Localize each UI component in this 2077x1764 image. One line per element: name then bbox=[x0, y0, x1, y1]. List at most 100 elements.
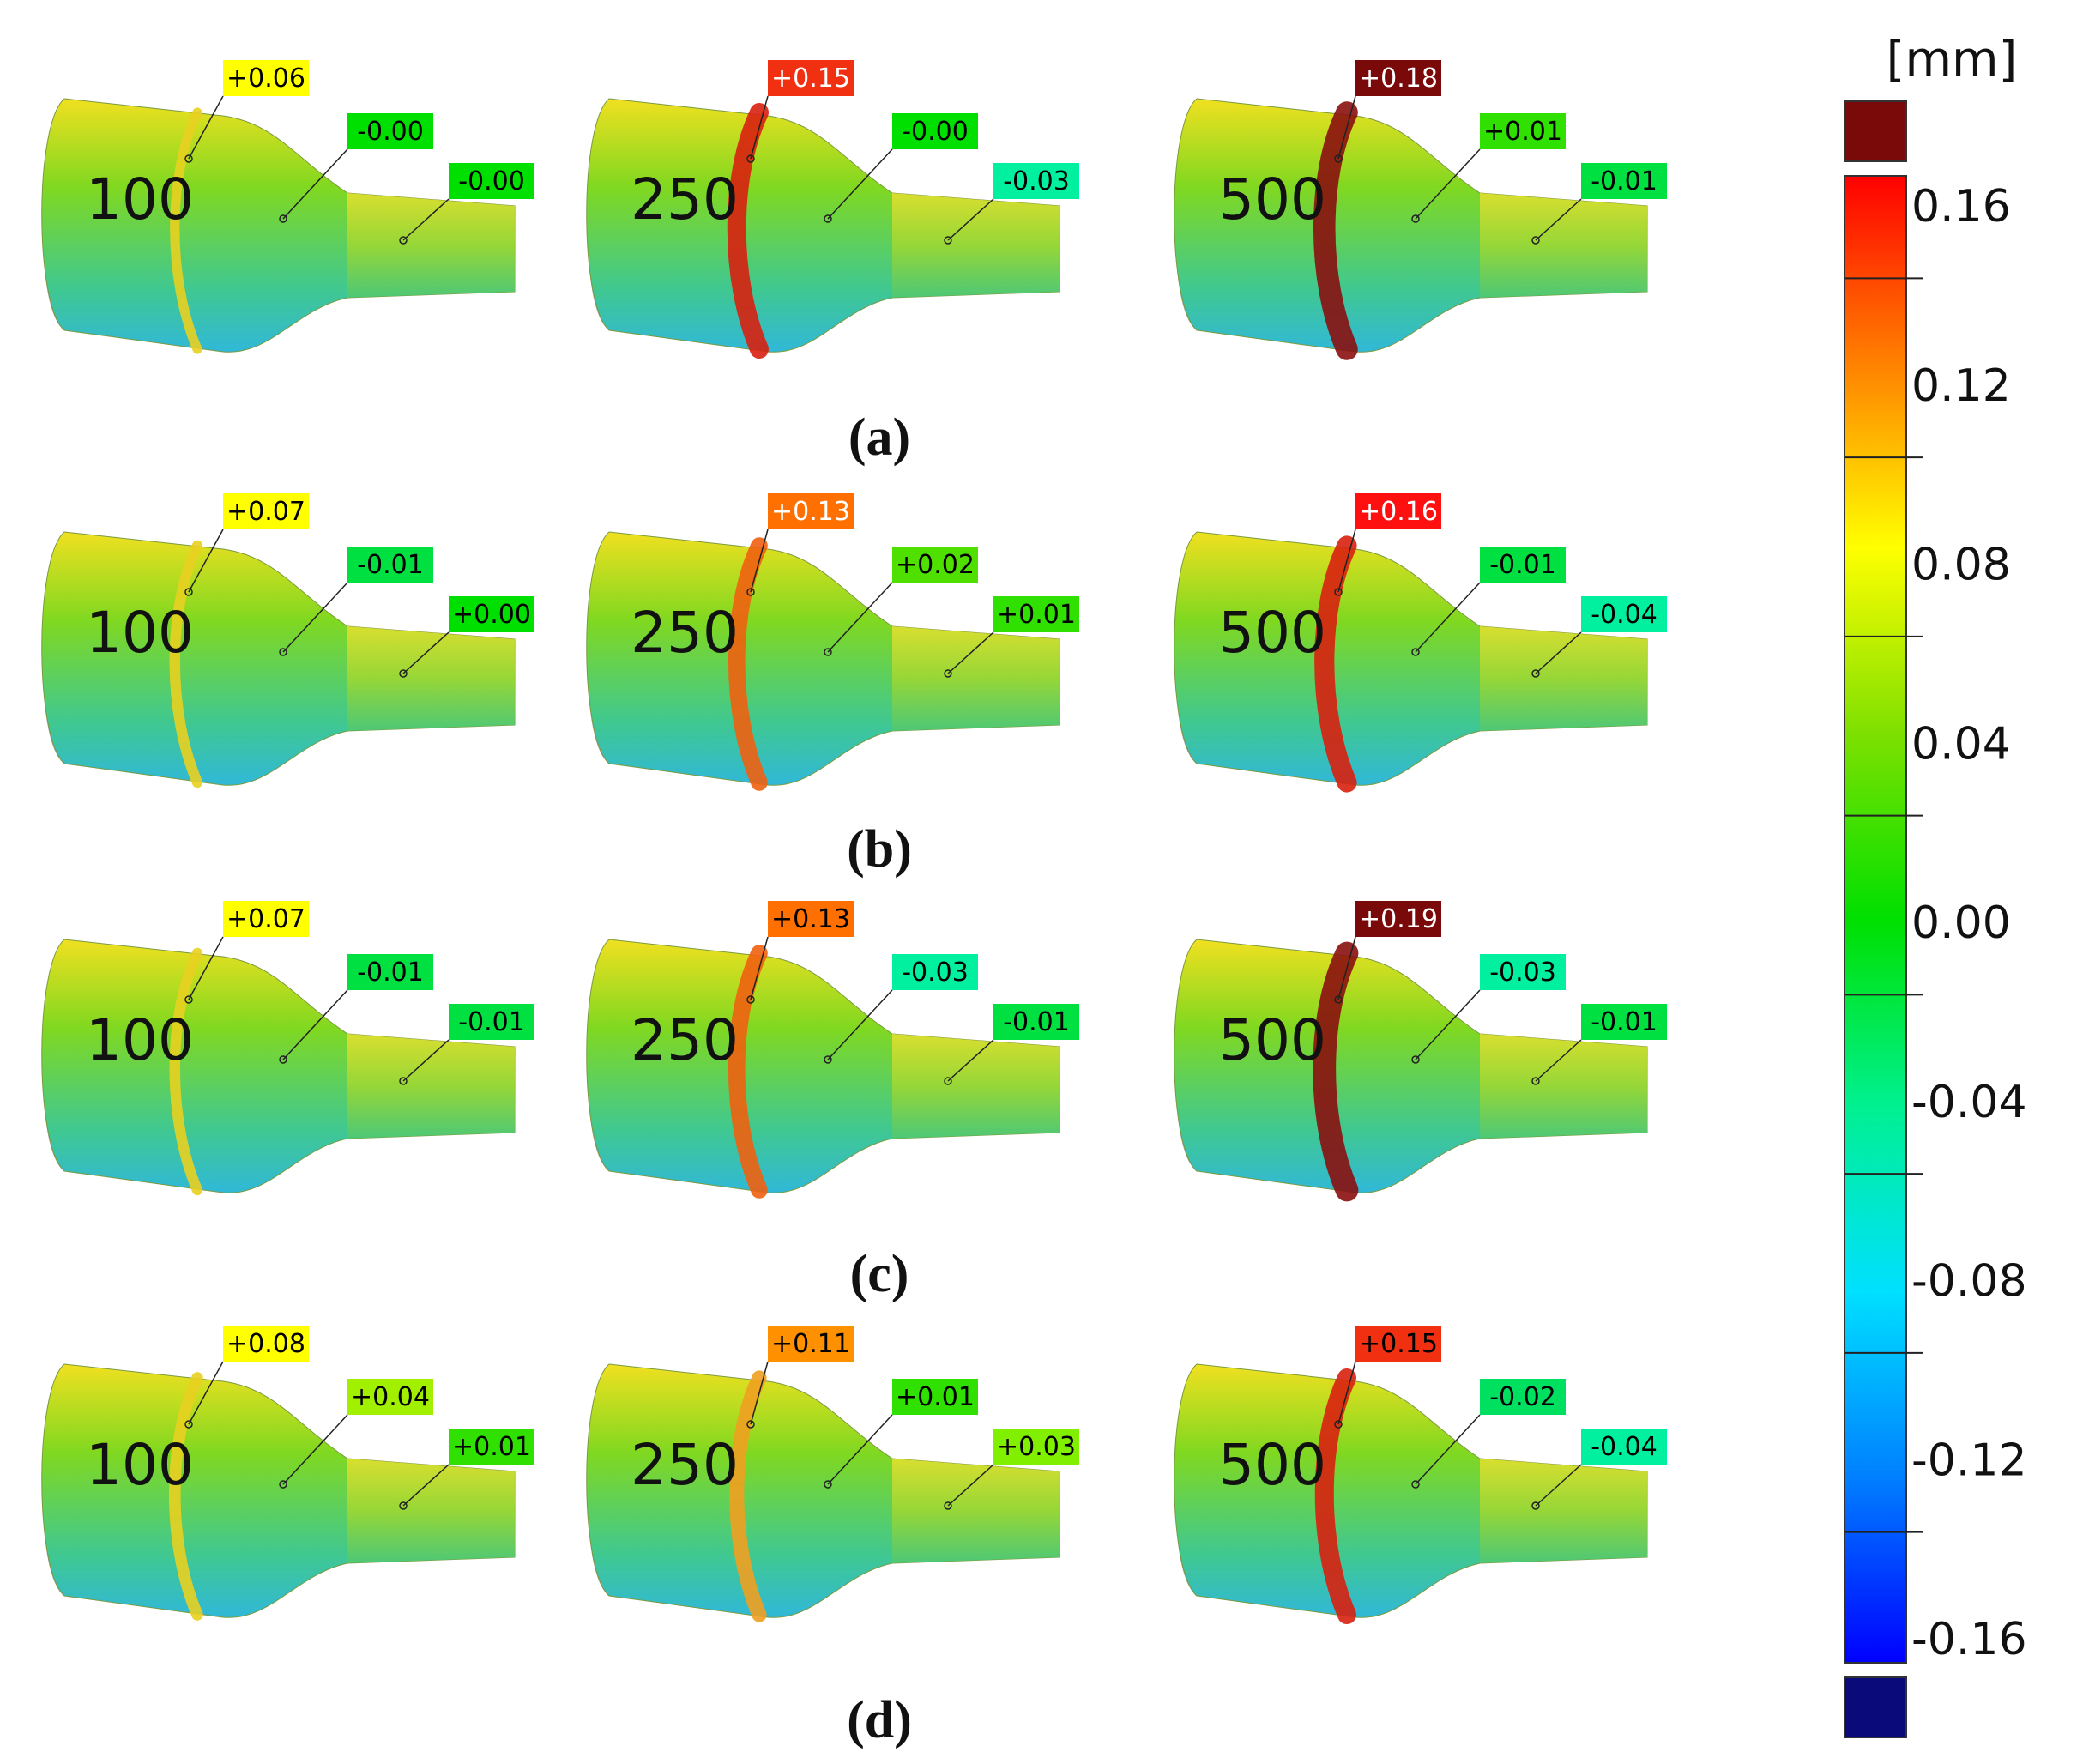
annotation-leader bbox=[402, 631, 450, 674]
annotation-tag bbox=[993, 163, 1079, 199]
annotation-leader bbox=[402, 198, 450, 241]
annotation-leader bbox=[1535, 1039, 1582, 1082]
annotation-marker bbox=[279, 648, 287, 656]
annotation-tag bbox=[223, 901, 309, 937]
colorbar-over-swatch bbox=[1844, 100, 1907, 162]
annotation-value: +0.07 bbox=[226, 497, 305, 527]
annotation-tag bbox=[993, 1004, 1079, 1040]
annotation-value: -0.01 bbox=[357, 958, 424, 988]
annotation-value: +0.04 bbox=[351, 1382, 430, 1412]
annotation-leader bbox=[1535, 631, 1582, 674]
row-label: (d) bbox=[847, 1691, 912, 1749]
annotation-value: +0.16 bbox=[1359, 497, 1438, 527]
deviation-band bbox=[728, 537, 768, 791]
load-label: 500 bbox=[1218, 1007, 1326, 1073]
load-label: 100 bbox=[86, 166, 194, 233]
colorbar: [mm] 0.16 0.12 0.08 0.04 0.00 -0.04 -0.08 -0.12 -… bbox=[1844, 32, 2027, 1738]
annotation-marker bbox=[746, 154, 755, 163]
load-label: 500 bbox=[1218, 1432, 1326, 1498]
annotation-marker bbox=[279, 214, 287, 223]
annotation-value: -0.03 bbox=[902, 958, 969, 988]
annotation-marker bbox=[944, 236, 952, 245]
annotation-tag bbox=[449, 1004, 534, 1040]
annotation-value: -0.00 bbox=[902, 117, 969, 147]
annotation-leader bbox=[1337, 529, 1356, 593]
annotation-value: +0.18 bbox=[1359, 63, 1438, 94]
annotation-marker bbox=[746, 995, 755, 1004]
colorbar-tick-label: 0.08 bbox=[1911, 540, 2011, 591]
deviation-band bbox=[170, 107, 202, 354]
load-label: 250 bbox=[631, 166, 739, 233]
annotation-tag bbox=[1581, 1004, 1667, 1040]
specimen-shaft bbox=[1480, 1459, 1647, 1563]
annotation-marker bbox=[944, 1501, 952, 1510]
annotation-tag bbox=[449, 1429, 534, 1465]
annotation-value: -0.04 bbox=[1591, 1432, 1657, 1462]
annotation-leader bbox=[827, 148, 893, 220]
specimen-shaft bbox=[347, 1034, 515, 1139]
annotation-leader bbox=[1337, 936, 1356, 1000]
deviation-band bbox=[1313, 941, 1359, 1202]
specimen-100: 100 +0.08 +0.04 +0.01 bbox=[41, 1326, 534, 1621]
annotation-tag bbox=[1581, 596, 1667, 632]
specimen-250: 250 +0.15 -0.00 -0.03 bbox=[586, 60, 1079, 359]
annotation-marker bbox=[279, 1055, 287, 1064]
colorbar-tick-label: 0.00 bbox=[1911, 897, 2011, 949]
annotation-tag bbox=[1480, 1379, 1566, 1415]
annotation-leader bbox=[282, 582, 348, 653]
annotation-tag bbox=[1581, 163, 1667, 199]
annotation-value: +0.01 bbox=[1483, 117, 1562, 147]
annotation-value: +0.02 bbox=[896, 550, 975, 580]
colorbar-tick-label: -0.04 bbox=[1911, 1077, 2027, 1128]
annotation-marker bbox=[1411, 1480, 1420, 1489]
annotation-leader bbox=[827, 1414, 893, 1485]
annotation-value: +0.07 bbox=[226, 904, 305, 934]
annotation-leader bbox=[750, 95, 769, 160]
annotation-leader bbox=[1535, 198, 1582, 241]
annotation-marker bbox=[1531, 1077, 1540, 1085]
annotation-tag bbox=[347, 1379, 433, 1415]
annotation-value: -0.01 bbox=[1591, 1007, 1657, 1037]
specimen-100: 100 +0.06 -0.00 -0.00 bbox=[41, 60, 534, 354]
load-label: 250 bbox=[631, 600, 739, 666]
colorbar-tick-label: 0.16 bbox=[1911, 181, 2011, 233]
annotation-marker bbox=[1411, 214, 1420, 223]
specimen-shaft bbox=[892, 1459, 1060, 1563]
annotation-tag bbox=[347, 547, 433, 583]
deviation-band bbox=[168, 1372, 203, 1621]
annotation-value: -0.03 bbox=[1003, 166, 1070, 196]
specimen-shaft bbox=[347, 1459, 515, 1563]
annotation-marker bbox=[824, 1055, 832, 1064]
annotation-leader bbox=[188, 95, 224, 160]
annotation-leader bbox=[827, 582, 893, 653]
deviation-band bbox=[169, 947, 203, 1196]
specimen-500: 500 +0.15 -0.02 -0.04 bbox=[1174, 1326, 1667, 1624]
annotation-tag bbox=[1480, 113, 1566, 149]
annotation-leader bbox=[1535, 1464, 1582, 1507]
annotation-value: +0.13 bbox=[771, 497, 850, 527]
row-label: (c) bbox=[850, 1245, 909, 1303]
deviation-band bbox=[1313, 101, 1358, 360]
annotation-marker bbox=[1411, 648, 1420, 656]
annotation-value: +0.15 bbox=[1359, 1329, 1438, 1359]
annotation-tag bbox=[892, 954, 978, 990]
annotation-tag bbox=[1355, 60, 1441, 96]
annotation-marker bbox=[1531, 669, 1540, 678]
annotation-marker bbox=[399, 236, 408, 245]
annotation-value: -0.01 bbox=[1489, 550, 1556, 580]
annotation-leader bbox=[282, 989, 348, 1060]
annotation-tag bbox=[768, 901, 854, 937]
annotation-value: +0.15 bbox=[771, 63, 850, 94]
annotation-marker bbox=[824, 648, 832, 656]
annotation-marker bbox=[279, 1480, 287, 1489]
colorbar-tick-label: -0.12 bbox=[1911, 1435, 2027, 1486]
annotation-value: -0.01 bbox=[1591, 166, 1657, 196]
annotation-value: +0.11 bbox=[771, 1329, 850, 1359]
annotation-tag bbox=[223, 1326, 309, 1362]
annotation-marker bbox=[1334, 1420, 1343, 1429]
annotation-marker bbox=[184, 995, 193, 1004]
annotation-leader bbox=[1415, 148, 1481, 220]
annotation-tag bbox=[1355, 901, 1441, 937]
annotation-value: -0.03 bbox=[1489, 958, 1556, 988]
